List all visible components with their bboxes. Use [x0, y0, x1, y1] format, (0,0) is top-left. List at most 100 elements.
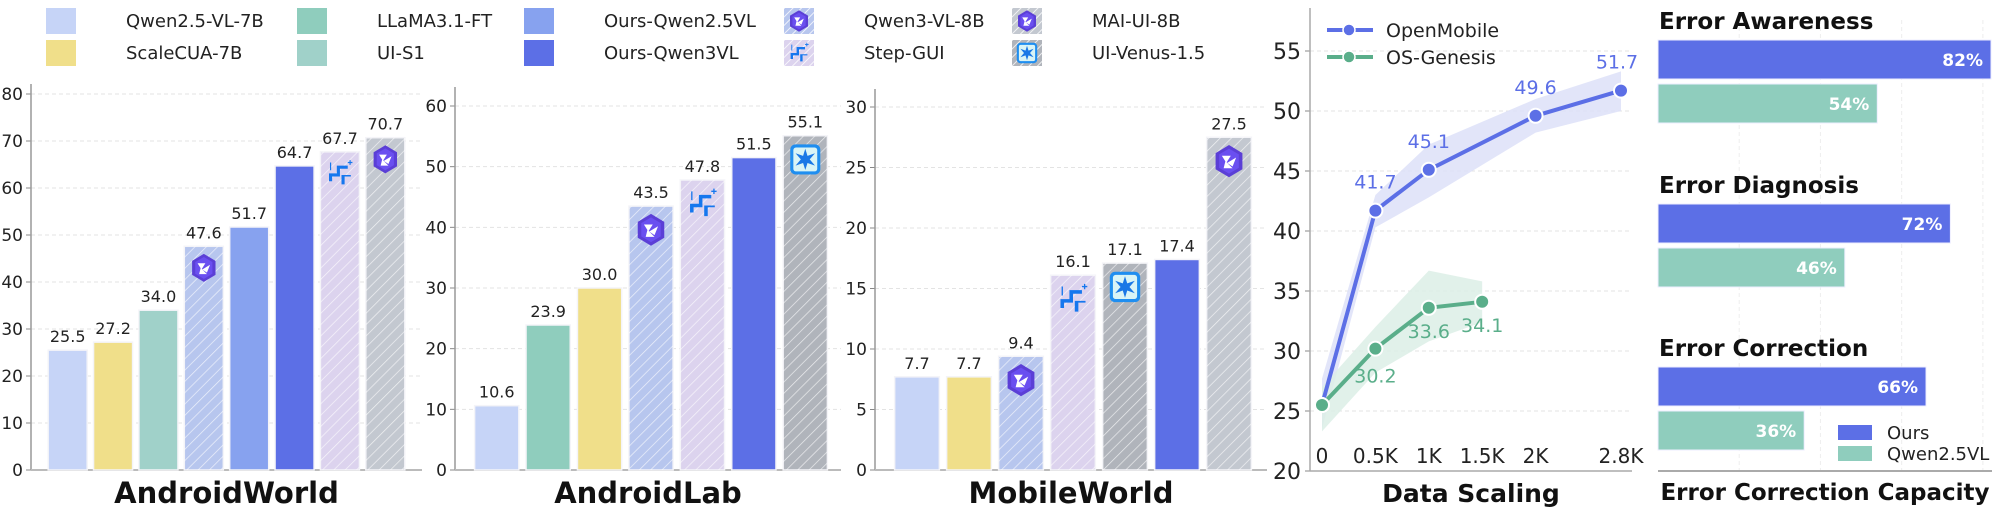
x-tick-label: 1.5K [1460, 444, 1506, 468]
x-tick-label: 0.5K [1353, 444, 1399, 468]
category-label: Error Awareness [1659, 9, 1873, 35]
point-value-label: 45.1 [1408, 131, 1450, 153]
bar-value-label: 82% [1942, 51, 1983, 71]
y-tick-label: 45 [1273, 160, 1301, 185]
bar: 67.7 [319, 129, 361, 471]
category-label: Error Correction [1659, 336, 1868, 362]
bar: 7.7 [893, 354, 941, 471]
legend-swatch [46, 8, 76, 34]
point-value-label: 30.2 [1354, 366, 1396, 388]
legend-swatch [297, 8, 327, 34]
chart-title: AndroidWorld [114, 476, 339, 509]
y-tick-label: 70 [1, 132, 23, 152]
y-tick-label: 20 [1, 367, 23, 387]
bar-value-label: 36% [1755, 422, 1796, 442]
legend-item: UI-Venus-1.5 [1012, 40, 1205, 66]
bar-value-label: 16.1 [1055, 252, 1091, 271]
category-error-diagnosis: Error Diagnosis 72% 46% [1657, 173, 1951, 288]
bar: 10.6 [473, 383, 520, 471]
x-tick-label: 2.8K [1599, 444, 1645, 468]
chart-title: MobileWorld [969, 476, 1174, 509]
bar: 51.5 [730, 135, 777, 471]
hbar-chart-error-correction: Error Awareness 82% 54% Error Diagnosis 72% 4… [1657, 9, 1992, 506]
bar: 17.1 [1101, 240, 1149, 471]
point-value-label: 49.6 [1514, 77, 1556, 99]
y-tick-label: 35 [1273, 280, 1301, 305]
y-tick-label: 10 [425, 400, 447, 420]
series-line-os-genesis: 30.2 33.6 34.1 [1314, 293, 1503, 413]
legend-item: LLaMA3.1-FT [297, 8, 492, 34]
x-tick-label: 2K [1523, 444, 1550, 468]
bar-value-label: 43.5 [633, 183, 669, 202]
legend-swatch [524, 40, 554, 66]
bar-value-label: 55.1 [787, 113, 823, 132]
legend-label: Step-GUI [864, 42, 945, 64]
bar-value-label: 66% [1877, 378, 1918, 398]
bar: 47.6 [183, 223, 225, 471]
bar-chart-mobileworld: 0 5 10 15 20 25 30 7.7 7.7 9.4 16.1 17.1 17.4 27.5 Mob… [845, 89, 1267, 509]
category-error-awareness: Error Awareness 82% 54% [1657, 9, 1992, 124]
bar: 7.7 [945, 354, 993, 471]
legend-swatch [46, 40, 76, 66]
legend-item: ScaleCUA-7B [46, 40, 242, 66]
category-label: Error Diagnosis [1659, 173, 1859, 199]
qwen-logo-icon [1012, 8, 1042, 34]
bar [1657, 247, 1846, 288]
bar-value-label: 72% [1902, 215, 1943, 235]
legend-swatch [524, 8, 554, 34]
bar-value-label: 9.4 [1008, 333, 1033, 352]
bar: 34.0 [138, 287, 179, 471]
bar-value-label: 27.5 [1211, 114, 1247, 133]
bar-value-label: 30.0 [582, 265, 618, 284]
y-tick-label: 0 [856, 461, 867, 481]
bar: 47.8 [679, 157, 726, 471]
bar: 23.9 [525, 302, 572, 471]
y-tick-label: 5 [856, 401, 867, 421]
bar-value-label: 47.8 [685, 157, 721, 176]
bar [1657, 83, 1878, 124]
y-tick-label: 50 [1, 226, 23, 246]
bar: 16.1 [1049, 252, 1097, 471]
y-tick-label: 30 [845, 98, 867, 118]
bar-value-label: 47.6 [186, 223, 222, 242]
y-tick-label: 10 [1, 414, 23, 434]
y-tick-label: 50 [1273, 100, 1301, 125]
step-gui-logo-icon [784, 40, 814, 66]
bar-value-label: 7.7 [904, 354, 929, 373]
bar: 17.4 [1153, 236, 1201, 471]
y-tick-label: 50 [425, 158, 447, 178]
bar-value-label: 25.5 [50, 327, 86, 346]
legend-item: MAI-UI-8B [1012, 8, 1180, 34]
line-chart-data-scaling: 20 25 30 35 40 45 50 55 0 0.5K 1K 1.5K 2K 2.8K 41.7 45.… [1273, 8, 1644, 508]
data-point [1420, 161, 1437, 178]
y-tick-label: 25 [845, 159, 867, 179]
legend-label: OpenMobile [1386, 20, 1499, 42]
bar-value-label: 54% [1829, 95, 1870, 115]
data-point [1367, 340, 1384, 357]
chart-title: Data Scaling [1382, 479, 1560, 508]
legend-item: Ours-Qwen3VL [524, 40, 739, 66]
bar [1657, 39, 1992, 80]
bar-value-label: 67.7 [322, 129, 358, 148]
y-tick-label: 30 [1273, 340, 1301, 365]
top-legend: Qwen2.5-VL-7B ScaleCUA-7B LLaMA3.1-FT UI-S1… [0, 0, 1280, 70]
bar-value-label: 27.2 [95, 319, 131, 338]
x-tick-label: 0 [1316, 444, 1329, 468]
y-tick-label: 55 [1273, 40, 1301, 65]
x-tick-label: 1K [1416, 444, 1443, 468]
y-tick-label: 0 [436, 461, 447, 481]
line-legend: OpenMobile OS-Genesis [1327, 20, 1499, 69]
chart-title: Error Correction Capacity [1660, 480, 1989, 506]
legend-label: ScaleCUA-7B [126, 42, 243, 64]
legend-label: OS-Genesis [1386, 47, 1496, 69]
bar-value-label: 46% [1796, 259, 1837, 279]
data-point [1613, 82, 1629, 99]
point-value-label: 51.7 [1596, 52, 1638, 74]
ui-venus-logo-icon [1109, 271, 1141, 303]
bar-value-label: 17.4 [1159, 236, 1195, 255]
bar: 27.2 [92, 319, 134, 471]
y-tick-label: 40 [1273, 220, 1301, 245]
bar: 27.5 [1205, 114, 1253, 471]
legend-item: Step-GUI [784, 40, 945, 66]
